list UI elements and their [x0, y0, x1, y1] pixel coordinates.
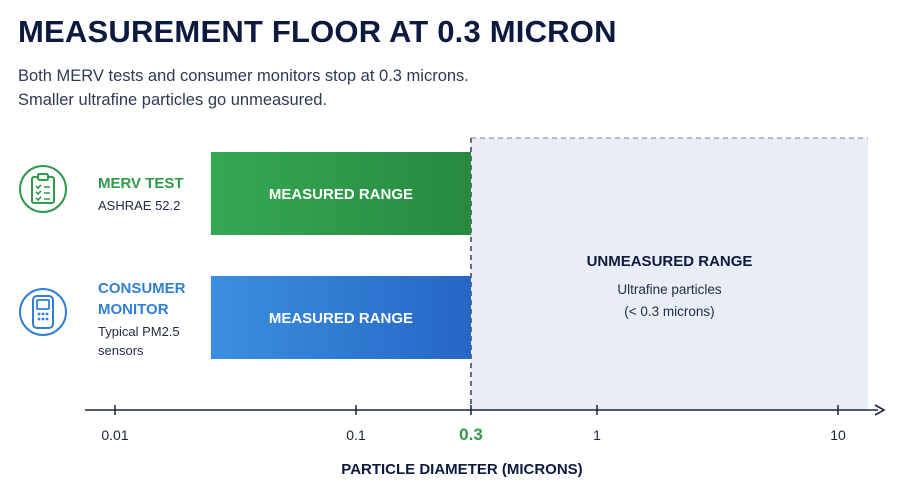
x-tick-label: 0.3	[459, 425, 483, 444]
measured-bar-label-2: MEASURED RANGE	[269, 310, 413, 327]
consumer-row-label: CONSUMER MONITOR Typical PM2.5 sensors	[98, 278, 186, 360]
measured-bar-1	[210, 152, 471, 235]
consumer-row-title-line-2: MONITOR	[98, 301, 169, 318]
x-axis-arrow-icon	[874, 404, 886, 416]
unmeasured-region	[470, 138, 868, 410]
x-tick-label: 10	[830, 427, 846, 443]
clipboard-checklist-icon	[31, 173, 55, 204]
page-subtitle: Both MERV tests and consumer monitors st…	[18, 64, 638, 112]
unmeasured-title: UNMEASURED RANGE	[587, 253, 753, 270]
unmeasured-line-2: (< 0.3 microns)	[624, 304, 714, 319]
merv-row-subtitle: ASHRAE 52.2	[98, 198, 181, 213]
measured-bar-label-1: MEASURED RANGE	[269, 186, 413, 203]
page-title: MEASUREMENT FLOOR AT 0.3 MICRON	[18, 14, 617, 49]
consumer-icon-circle	[19, 288, 67, 336]
unmeasured-line-1: Ultrafine particles	[617, 282, 722, 297]
subtitle-line-2: Smaller ultrafine particles go unmeasure…	[18, 91, 328, 109]
monitor-device-icon	[32, 295, 54, 329]
merv-row-label: MERV TEST ASHRAE 52.2	[98, 173, 184, 215]
consumer-row-subtitle-line-2: sensors	[98, 343, 144, 358]
merv-row-title: MERV TEST	[98, 175, 184, 192]
subtitle-line-1: Both MERV tests and consumer monitors st…	[18, 67, 469, 85]
x-axis-label: PARTICLE DIAMETER (MICRONS)	[341, 461, 582, 478]
x-tick-label: 0.1	[346, 427, 366, 443]
x-tick-label: 1	[593, 427, 601, 443]
measured-bar-2	[210, 276, 471, 359]
consumer-row-subtitle-line-1: Typical PM2.5	[98, 324, 180, 339]
consumer-row-title-line-1: CONSUMER	[98, 280, 186, 297]
merv-icon-circle	[19, 165, 67, 213]
x-tick-label: 0.01	[101, 427, 128, 443]
